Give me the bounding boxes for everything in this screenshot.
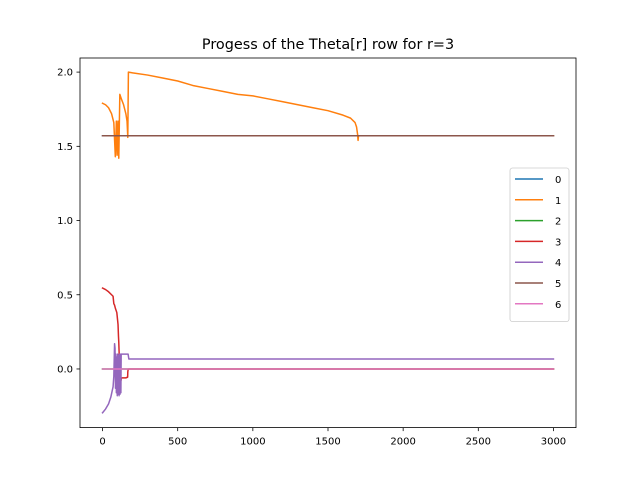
plot-area [80,58,576,428]
legend-label-4: 4 [555,258,561,269]
legend-label-2: 2 [555,217,561,228]
y-tick-label: 2.0 [57,68,73,79]
legend-label-3: 3 [555,237,561,248]
legend: 0 1 2 3 4 5 6 [509,167,570,323]
x-tick-label: 2000 [390,437,415,448]
series-line-3 [101,287,555,382]
series-line-1 [101,71,555,159]
y-tick-label: 0.5 [57,290,73,301]
legend-label-0: 0 [555,175,561,186]
x-tick-label: 500 [168,437,187,448]
plot-background [80,58,576,428]
axis-layer: 0 500 1000 1500 2000 2500 3000 0.0 0.5 1.0 1.5 2.0 [57,57,577,448]
legend-label-6: 6 [555,300,561,311]
legend-label-5: 5 [555,279,561,290]
x-tick-label: 1000 [240,437,265,448]
x-tick-label: 0 [99,437,105,448]
x-tick-label: 2500 [466,437,491,448]
y-tick-label: 0.0 [57,365,73,376]
x-tick-label: 3000 [541,437,566,448]
x-tick-label: 1500 [315,437,340,448]
legend-label-1: 1 [555,196,561,207]
y-tick-label: 1.5 [57,142,73,153]
series-line-4 [101,342,555,414]
y-tick-label: 1.0 [57,216,73,227]
series-layer [101,71,555,414]
chart-title: Progess of the Theta[r] row for r=3 [202,37,454,53]
